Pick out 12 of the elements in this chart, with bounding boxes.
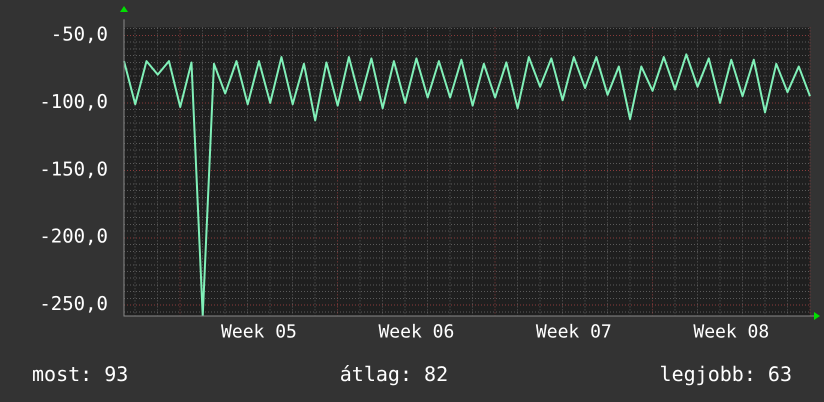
- y-tick-label: -250,0: [39, 293, 108, 316]
- text: átlag: 82: [340, 362, 448, 386]
- y-tick-label: -50,0: [50, 23, 108, 46]
- y-tick-label: -100,0: [39, 90, 108, 113]
- x-tick-label: Week 06: [378, 321, 454, 342]
- text: most: 93: [32, 362, 128, 386]
- text: legjobb: 63: [660, 362, 792, 386]
- x-tick-label: Week 07: [536, 321, 612, 342]
- x-tick-label: Week 08: [693, 321, 770, 342]
- y-tick-label: -200,0: [39, 226, 108, 248]
- x-tick-label: Week 05: [221, 321, 297, 342]
- y-tick-label: -150,0: [39, 158, 108, 180]
